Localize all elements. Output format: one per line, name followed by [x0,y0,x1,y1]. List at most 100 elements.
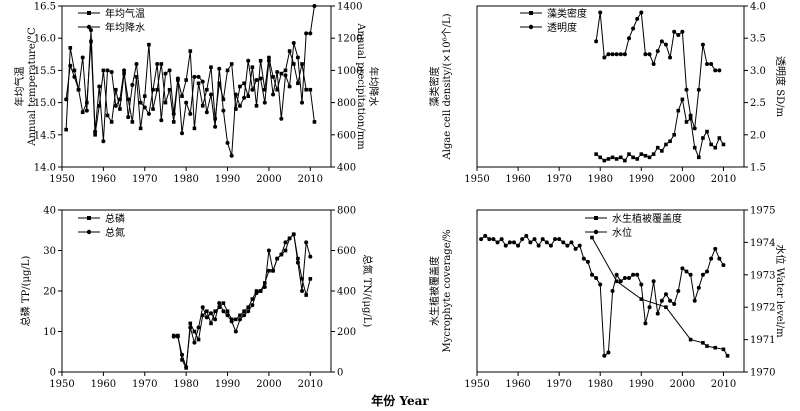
data-point [532,237,537,242]
data-point [205,87,209,92]
data-point [64,127,68,132]
y-left-tick-label: 15.0 [34,98,56,109]
x-tick-label: 1950 [49,174,74,185]
data-point [138,126,143,131]
y-right-tick-label: 2.5 [750,98,766,109]
series-line [480,235,724,357]
data-point [254,104,259,108]
x-tick-label: 1960 [91,174,116,185]
legend-marker [528,24,534,30]
data-point [246,309,251,314]
data-point [142,105,147,110]
data-point [296,81,300,86]
data-point [200,79,205,84]
legend-label: 透明度 [547,21,577,34]
data-point [192,74,197,79]
data-point [262,87,267,92]
data-point [208,311,213,316]
data-point [312,120,317,124]
data-point [717,68,722,73]
data-point [196,325,201,330]
data-point [80,55,85,60]
data-point [117,97,122,102]
data-point [639,10,644,15]
data-point [721,263,726,268]
y-left-tick-label: 16.5 [34,2,56,13]
data-point [250,297,255,301]
data-point [126,115,131,120]
legend-entry: 透明度 [520,21,577,34]
data-point [159,62,164,66]
y-right-tick-label: 2.0 [750,130,766,141]
data-point [684,87,689,92]
data-point [217,66,222,71]
data-point [209,65,213,69]
y-right-tick-label: 1974 [750,238,775,249]
y-left-tick-label: 16.0 [34,34,56,45]
series-line [595,10,720,129]
data-point [631,155,635,160]
data-point [631,272,636,277]
data-point [569,240,574,245]
data-point [606,52,611,57]
data-point [594,152,598,156]
data-point [208,92,213,97]
legend-label: 水位 [612,226,632,239]
data-point [192,340,197,345]
data-point [304,87,308,92]
data-point [585,259,590,264]
data-point [147,42,151,47]
x-tick-label: 1960 [505,174,530,185]
chart-panel-3: 1950 1960 1970 1980 1990 2000 2010010203040020… [19,206,374,391]
data-point [483,233,488,238]
data-point [709,61,714,66]
data-point [97,104,102,108]
figure-xlabel: 年份 Year [371,393,429,408]
data-point [200,104,205,108]
x-tick-label: 2000 [670,379,695,390]
x-tick-label: 1990 [629,379,654,390]
y-right-axis-label: 年均降水Annual precipitation/mm [355,22,380,150]
data-point [254,289,259,293]
data-point [229,319,234,324]
series-2 [171,232,313,369]
data-point [171,334,176,339]
data-point [180,94,184,98]
data-point [155,87,159,92]
data-point [680,97,685,102]
data-point [130,82,135,87]
data-point [312,4,317,8]
data-point [101,68,106,73]
x-tick-label: 1990 [215,174,240,185]
data-point [660,149,664,153]
x-tick-label: 1980 [588,379,613,390]
data-point [283,73,288,78]
data-point [623,158,627,163]
data-point [163,100,168,105]
data-point [221,97,226,102]
data-point [204,110,209,115]
data-point [275,87,279,92]
data-point [291,232,296,237]
data-point [130,120,135,124]
data-point [651,152,656,156]
data-point [109,120,114,124]
data-point [217,305,222,309]
x-tick-label: 1950 [464,174,489,185]
series-line [65,5,315,156]
data-point [171,111,176,116]
data-point [205,309,209,314]
data-point [610,289,615,293]
data-point [651,279,656,284]
data-point [175,334,180,339]
data-point [279,71,284,76]
series-2 [594,10,722,131]
data-point [196,81,201,86]
legend-label: 藻类密度 [547,7,587,20]
x-tick-label: 2000 [256,379,281,390]
data-point [180,352,185,357]
data-point [246,94,251,98]
data-point [672,29,677,34]
data-point [167,68,172,73]
legend-label: 年均降水 [105,21,145,34]
